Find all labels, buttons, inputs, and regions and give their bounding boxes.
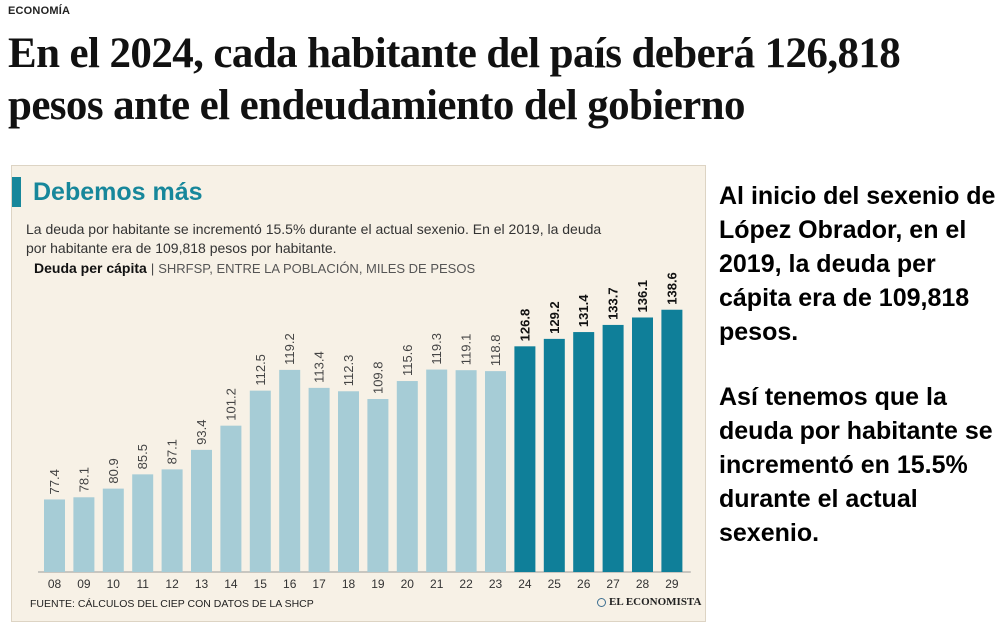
data-label-10: 80.9 — [106, 458, 121, 483]
bar-12 — [161, 469, 183, 572]
data-label-24: 126.8 — [517, 309, 532, 342]
tick-label-12: 12 — [165, 577, 179, 591]
bar-27 — [602, 324, 624, 572]
tick-label-14: 14 — [224, 577, 238, 591]
tick-label-24: 24 — [518, 577, 532, 591]
data-label-25: 129.2 — [547, 301, 562, 334]
data-label-11: 85.5 — [135, 444, 150, 469]
tick-label-23: 23 — [489, 577, 503, 591]
bar-28 — [632, 317, 653, 572]
side-paragraph-1: Al inicio del sexenio de López Obrador, … — [719, 182, 996, 346]
data-label-16: 119.2 — [282, 333, 297, 365]
chart-card: Debemos más La deuda por habitante se in… — [11, 165, 706, 622]
data-label-28: 136.1 — [635, 280, 650, 313]
bar-15 — [249, 390, 271, 572]
data-label-09: 78.1 — [76, 467, 91, 492]
data-label-15: 112.5 — [253, 354, 268, 386]
chart-unit-separator: | — [150, 261, 155, 276]
bar-24 — [514, 346, 536, 572]
section-tag[interactable]: ECONOMÍA — [8, 5, 71, 17]
bar-29 — [661, 309, 683, 572]
bar-26 — [573, 332, 595, 572]
headline-line-2: pesos ante el endeudamiento del gobierno — [8, 82, 745, 129]
data-label-18: 112.3 — [341, 355, 356, 387]
data-label-27: 133.7 — [606, 287, 621, 320]
bar-13 — [191, 449, 212, 572]
tick-label-16: 16 — [283, 577, 297, 591]
tick-label-27: 27 — [606, 577, 620, 591]
tick-label-19: 19 — [371, 577, 385, 591]
tick-label-22: 22 — [459, 577, 473, 591]
bar-14 — [220, 425, 242, 572]
tick-label-08: 08 — [48, 577, 62, 591]
data-label-23: 118.8 — [488, 335, 503, 367]
bar-09 — [73, 497, 95, 572]
chart-unit-description: SHRFSP, ENTRE LA POBLACIÓN, MILES DE PES… — [158, 261, 476, 276]
data-label-08: 77.4 — [47, 469, 62, 494]
brand-name: EL ECONOMISTA — [609, 596, 702, 608]
tick-label-13: 13 — [195, 577, 209, 591]
tick-label-09: 09 — [77, 577, 91, 591]
chart-unit-line: Deuda per cápita | SHRFSP, ENTRE LA POBLAC… — [34, 260, 475, 276]
data-label-29: 138.6 — [664, 272, 679, 305]
headline-line-1: En el 2024, cada habitante del país debe… — [8, 30, 901, 77]
chart-unit-label: Deuda per cápita — [34, 260, 147, 276]
bar-11 — [132, 474, 154, 572]
data-label-21: 119.3 — [429, 333, 444, 365]
tick-label-11: 11 — [136, 577, 149, 591]
tick-label-15: 15 — [254, 577, 268, 591]
tick-label-25: 25 — [548, 577, 562, 591]
bar-21 — [426, 369, 448, 572]
data-label-26: 131.4 — [576, 294, 591, 327]
tick-label-26: 26 — [577, 577, 591, 591]
headline: En el 2024, cada habitante del país debe… — [8, 28, 998, 132]
bar-16 — [279, 369, 301, 572]
side-paragraph-2: Así tenemos que la deuda por habitante s… — [719, 383, 993, 547]
chart-subtitle: La deuda por habitante se incrementó 15.… — [26, 220, 696, 258]
side-commentary: Al inicio del sexenio de López Obrador, … — [719, 179, 1001, 550]
brand-logo: EL ECONOMISTA — [597, 596, 701, 608]
tick-label-21: 21 — [430, 577, 444, 591]
bar-chart: 77.4 08 78.1 09 80.9 10 85.5 11 87.1 12 93.4 13 101.… — [38, 272, 691, 591]
data-label-13: 93.4 — [194, 420, 209, 445]
bar-25 — [543, 338, 565, 572]
tick-label-29: 29 — [665, 577, 679, 591]
tick-label-20: 20 — [401, 577, 415, 591]
data-label-17: 113.4 — [312, 351, 327, 383]
chart-title: Debemos más — [33, 177, 203, 206]
bar-10 — [102, 488, 124, 572]
chart-subtitle-line-1: La deuda por habitante se incrementó 15.… — [26, 221, 602, 237]
tick-label-18: 18 — [342, 577, 356, 591]
data-label-19: 109.8 — [370, 361, 385, 394]
title-accent-bar — [12, 177, 21, 207]
bar-20 — [396, 381, 418, 572]
bar-22 — [455, 370, 477, 572]
tick-label-28: 28 — [636, 577, 650, 591]
bar-08 — [44, 499, 65, 572]
data-label-12: 87.1 — [165, 439, 180, 464]
tick-label-17: 17 — [312, 577, 326, 591]
bar-17 — [308, 387, 330, 572]
bar-18 — [338, 391, 359, 572]
data-label-22: 119.1 — [459, 334, 474, 366]
data-label-14: 101.2 — [223, 388, 238, 421]
data-label-20: 115.6 — [400, 344, 415, 376]
bar-23 — [485, 371, 506, 572]
chart-card-title: Debemos más — [12, 176, 203, 208]
bar-19 — [367, 399, 389, 572]
globe-icon — [597, 597, 606, 607]
tick-label-10: 10 — [107, 577, 121, 591]
chart-subtitle-line-2: por habitante era de 109,818 pesos por h… — [26, 240, 337, 256]
chart-source: FUENTE: CÁLCULOS DEL CIEP CON DATOS DE L… — [30, 598, 314, 610]
